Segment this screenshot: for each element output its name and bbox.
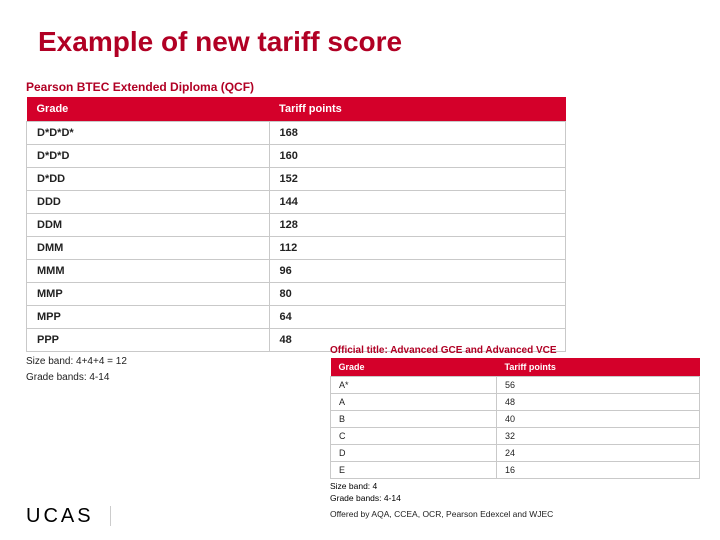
- grade-cell: DMM: [27, 237, 270, 260]
- table-row: MPP64: [27, 306, 566, 329]
- points-cell: 128: [269, 214, 565, 237]
- points-cell: 144: [269, 191, 565, 214]
- table-row: MMM96: [27, 260, 566, 283]
- points-cell: 112: [269, 237, 565, 260]
- gce-offered-by: Offered by AQA, CCEA, OCR, Pearson Edexc…: [330, 509, 700, 519]
- points-cell: 48: [497, 394, 700, 411]
- grade-cell: A: [331, 394, 497, 411]
- gce-size-band: Size band: 4: [330, 481, 700, 491]
- table-row: A*56: [331, 377, 700, 394]
- table-row: DMM112: [27, 237, 566, 260]
- grade-cell: C: [331, 428, 497, 445]
- gce-col-grade: Grade: [331, 358, 497, 377]
- grade-cell: D*D*D: [27, 145, 270, 168]
- points-cell: 24: [497, 445, 700, 462]
- grade-cell: MMP: [27, 283, 270, 306]
- points-cell: 40: [497, 411, 700, 428]
- table-row: MMP80: [27, 283, 566, 306]
- table-row: B40: [331, 411, 700, 428]
- table-row: E16: [331, 462, 700, 479]
- btec-tariff-table: Grade Tariff points D*D*D*168D*D*D160D*D…: [26, 97, 566, 352]
- table-row: D*DD152: [27, 168, 566, 191]
- grade-cell: D: [331, 445, 497, 462]
- grade-cell: B: [331, 411, 497, 428]
- grade-cell: D*DD: [27, 168, 270, 191]
- points-cell: 96: [269, 260, 565, 283]
- points-cell: 64: [269, 306, 565, 329]
- table-row: D24: [331, 445, 700, 462]
- grade-cell: E: [331, 462, 497, 479]
- grade-cell: MMM: [27, 260, 270, 283]
- btec-table-block: Pearson BTEC Extended Diploma (QCF) Grad…: [26, 80, 566, 384]
- grade-cell: DDD: [27, 191, 270, 214]
- table-row: D*D*D*168: [27, 122, 566, 145]
- ucas-logo: UCAS: [26, 505, 94, 528]
- points-cell: 16: [497, 462, 700, 479]
- points-cell: 168: [269, 122, 565, 145]
- btec-col-points: Tariff points: [269, 97, 565, 122]
- gce-qualification-title: Official title: Advanced GCE and Advance…: [330, 345, 700, 356]
- gce-tariff-table: Grade Tariff points A*56A48B40C32D24E16: [330, 358, 700, 479]
- points-cell: 32: [497, 428, 700, 445]
- table-row: C32: [331, 428, 700, 445]
- btec-qualification-title: Pearson BTEC Extended Diploma (QCF): [26, 80, 566, 94]
- table-row: A48: [331, 394, 700, 411]
- grade-cell: A*: [331, 377, 497, 394]
- grade-cell: D*D*D*: [27, 122, 270, 145]
- table-row: DDM128: [27, 214, 566, 237]
- points-cell: 56: [497, 377, 700, 394]
- table-row: D*D*D160: [27, 145, 566, 168]
- slide-title: Example of new tariff score: [38, 26, 402, 58]
- grade-cell: MPP: [27, 306, 270, 329]
- gce-col-points: Tariff points: [497, 358, 700, 377]
- gce-grade-bands: Grade bands: 4-14: [330, 493, 700, 503]
- btec-col-grade: Grade: [27, 97, 270, 122]
- grade-cell: DDM: [27, 214, 270, 237]
- points-cell: 152: [269, 168, 565, 191]
- points-cell: 160: [269, 145, 565, 168]
- gce-table-block: Official title: Advanced GCE and Advance…: [330, 345, 700, 519]
- logo-divider: [110, 506, 111, 526]
- points-cell: 80: [269, 283, 565, 306]
- table-row: DDD144: [27, 191, 566, 214]
- grade-cell: PPP: [27, 329, 270, 352]
